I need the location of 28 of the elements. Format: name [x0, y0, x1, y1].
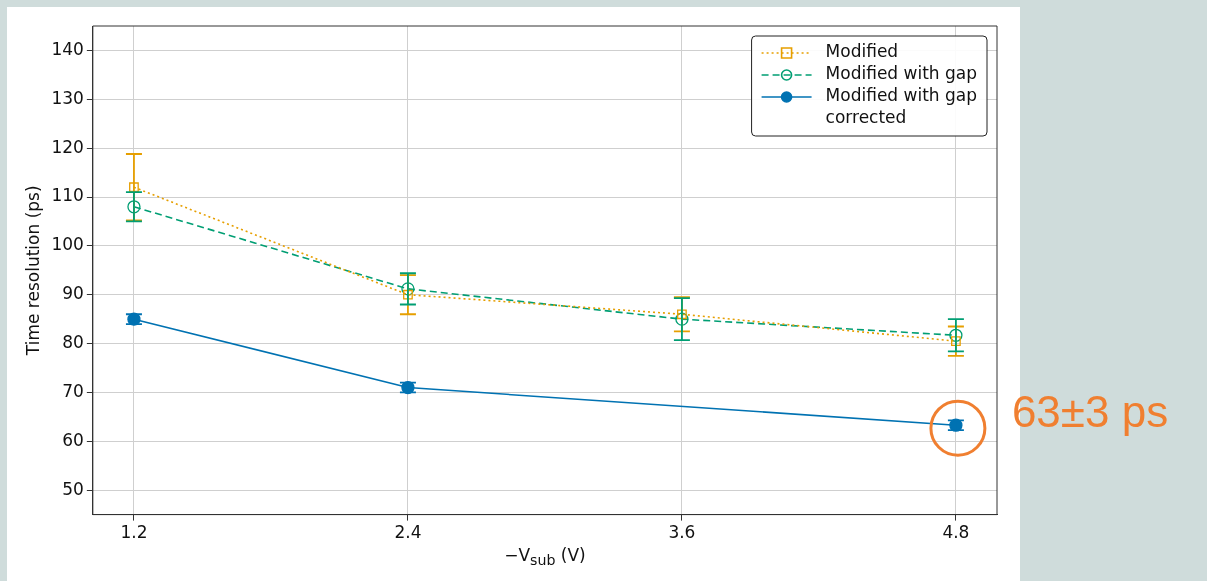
- legend-label: Modified with gap: [825, 63, 978, 84]
- point: [677, 309, 687, 320]
- point: [127, 200, 141, 214]
- y-tick-label: 70: [62, 380, 84, 401]
- y-tick-label: 120: [51, 136, 84, 157]
- x-tick-label: 3.6: [668, 522, 696, 543]
- point: [675, 312, 689, 326]
- x-tick-label: 4.8: [942, 522, 970, 543]
- annotation: 63±3 ps: [1011, 387, 1169, 437]
- point: [403, 289, 413, 300]
- y-tick-label: 60: [62, 429, 84, 450]
- y-tick-label: 130: [51, 87, 84, 108]
- y-tick-label: 50: [62, 478, 84, 499]
- point: [129, 182, 139, 193]
- point: [401, 282, 415, 296]
- legend-label: Modified with gap corrected: [825, 85, 978, 128]
- y-tick-label: 90: [62, 283, 84, 304]
- y-tick-label: 110: [51, 185, 84, 206]
- x-tick-label: 2.4: [394, 522, 422, 543]
- y-tick-label: 140: [51, 38, 84, 59]
- x-tick-label: 1.2: [120, 522, 148, 543]
- y-tick-label: 80: [62, 332, 84, 353]
- point: [949, 328, 963, 342]
- point: [951, 336, 961, 347]
- y-axis-title: Time resolution (ps): [22, 185, 43, 357]
- legend-label: Modified: [825, 41, 899, 62]
- y-tick-label: 100: [51, 234, 84, 255]
- x-axis-title: −V$_{sub}$ (V): [504, 544, 586, 568]
